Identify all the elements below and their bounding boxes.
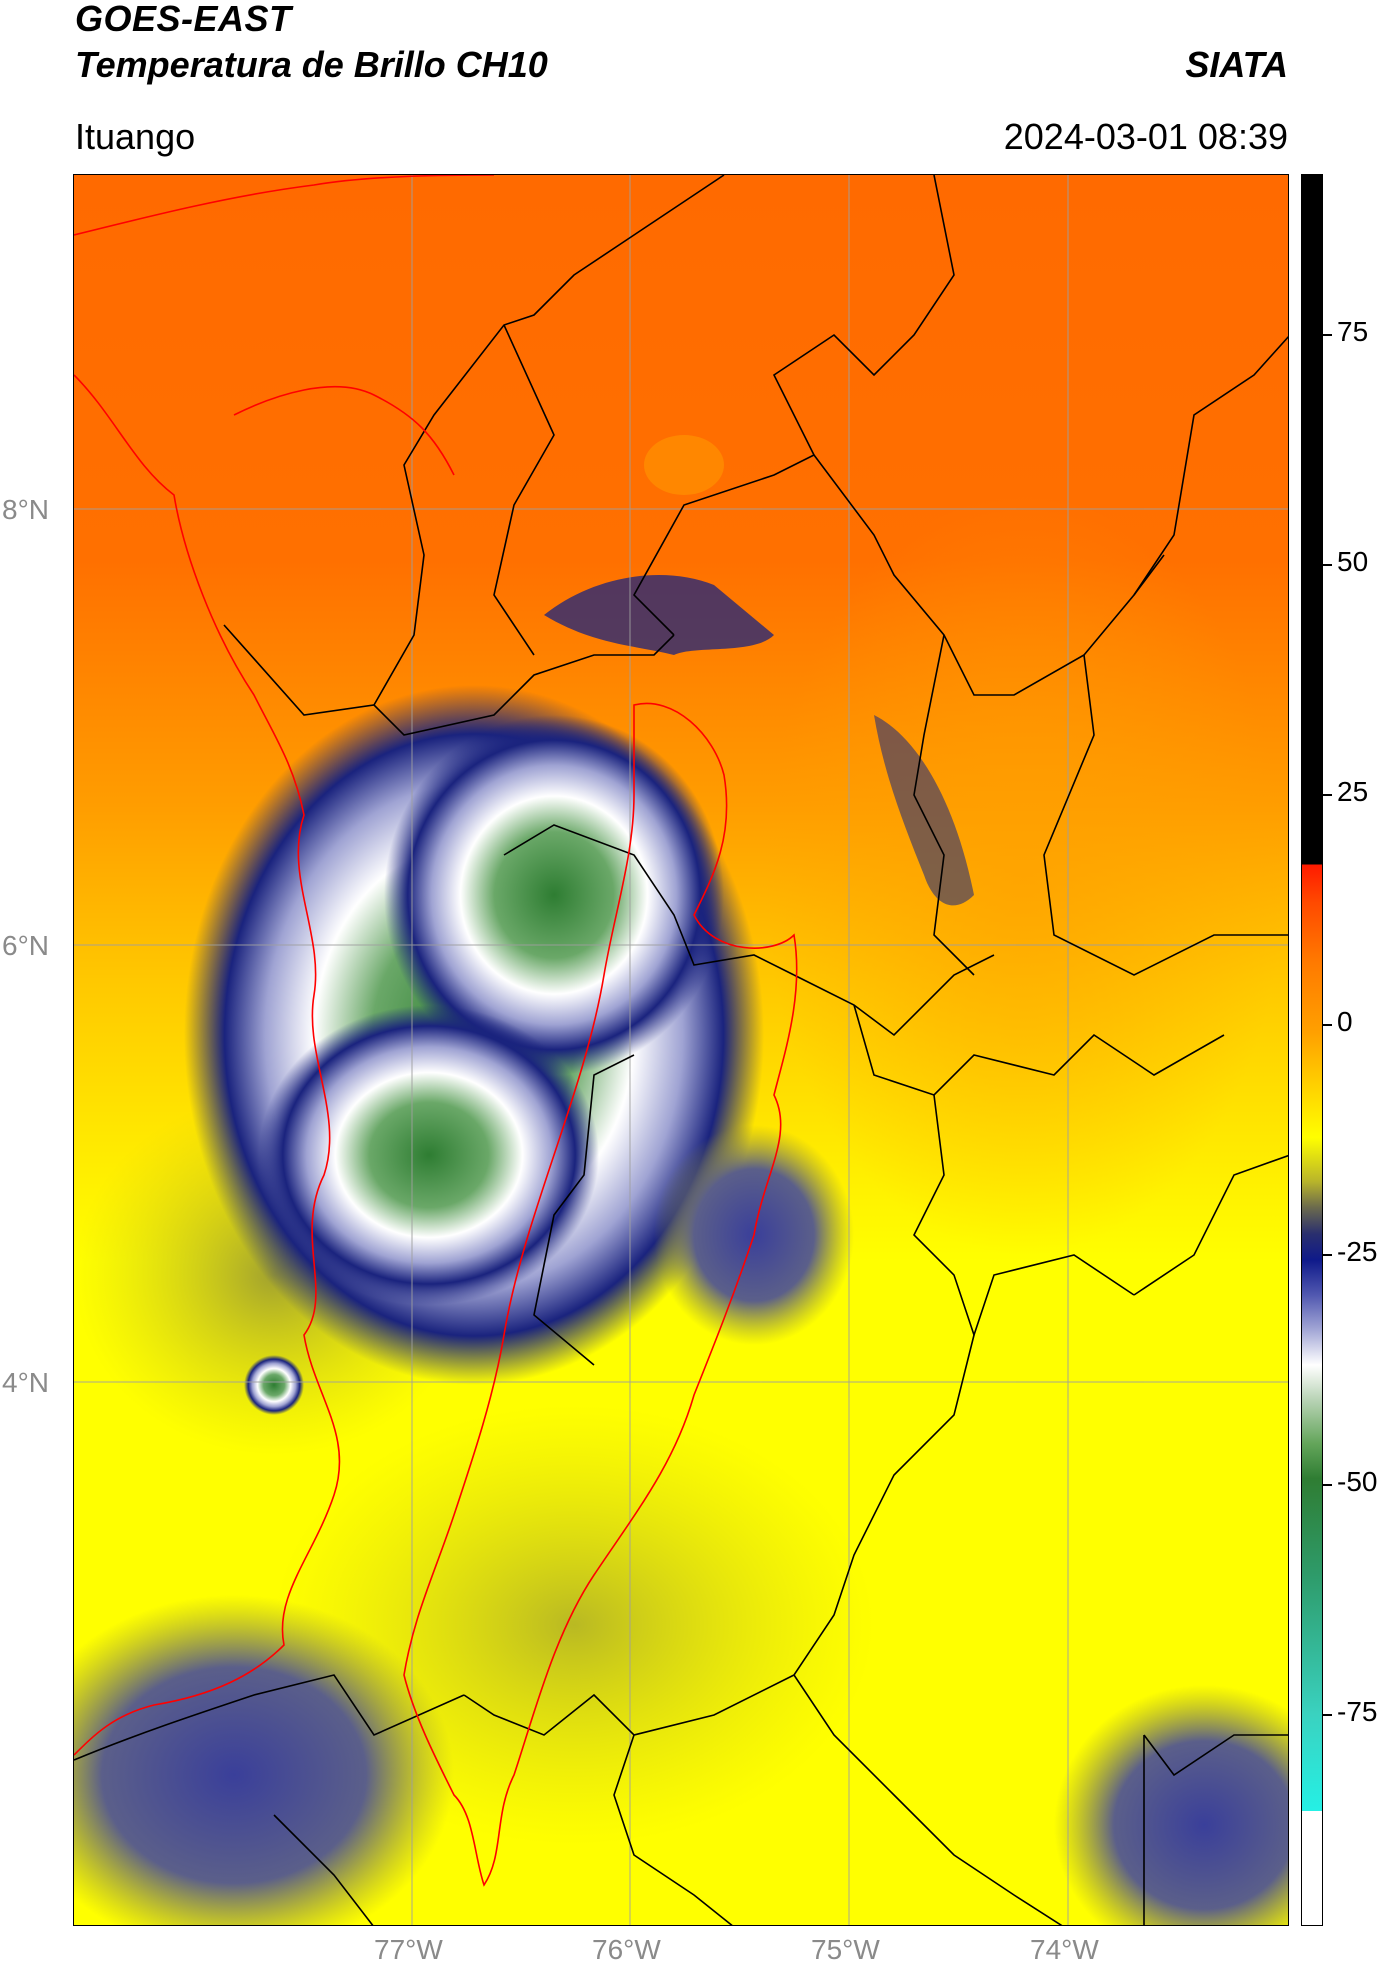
- lat-label-4n: 4°N: [2, 1367, 49, 1398]
- colorbar-tick-minus50: -50: [1337, 1466, 1378, 1497]
- cloud-band-north: [544, 575, 774, 655]
- lon-label-74w: 74°W: [1030, 1934, 1099, 1965]
- datetime-label: 2024-03-01 08:39: [1003, 116, 1288, 157]
- cloud-southeast: [1054, 1685, 1288, 1925]
- lat-label-8n: 8°N: [2, 494, 49, 525]
- lon-label-75w: 75°W: [811, 1934, 880, 1965]
- lat-label-6n: 6°N: [2, 930, 49, 961]
- colorbar-tick-75: 75: [1337, 316, 1369, 347]
- colorbar-tick-0: 0: [1337, 1006, 1353, 1037]
- colorbar: [1301, 174, 1323, 1926]
- colorbar-tick-25: 25: [1337, 776, 1369, 807]
- administrative-borders: [74, 175, 1288, 1925]
- lon-label-77w: 77°W: [374, 1934, 443, 1965]
- location-label: Ituango: [75, 116, 196, 157]
- satellite-map: [73, 174, 1289, 1926]
- organization-label: SIATA: [1185, 44, 1288, 85]
- colorbar-tick-50: 50: [1337, 546, 1369, 577]
- colorbar-tick-minus25: -25: [1337, 1236, 1378, 1267]
- map-subtitle: Temperatura de Brillo CH10: [75, 44, 548, 85]
- regional-outline: [74, 175, 798, 1887]
- cloud-southwest: [74, 1595, 454, 1925]
- brightness-temperature-field: [74, 175, 1288, 1925]
- colorbar-tick-minus75: -75: [1337, 1696, 1378, 1727]
- lon-label-76w: 76°W: [592, 1934, 661, 1965]
- map-title: GOES-EAST: [75, 0, 292, 39]
